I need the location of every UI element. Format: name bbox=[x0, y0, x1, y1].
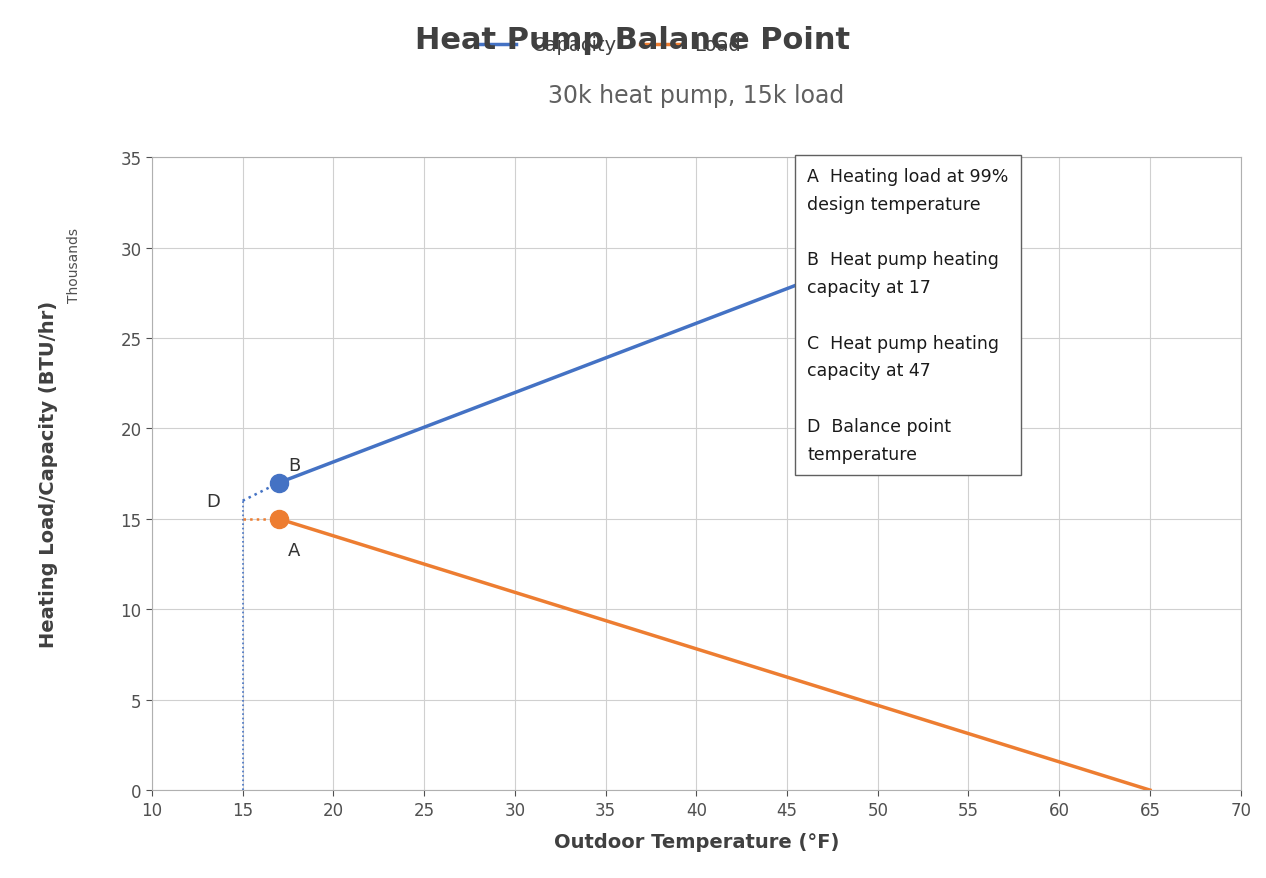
Text: Thousands: Thousands bbox=[67, 228, 81, 303]
Legend: Capacity, Load: Capacity, Load bbox=[470, 29, 749, 63]
Y-axis label: Heating Load/Capacity (BTU/hr): Heating Load/Capacity (BTU/hr) bbox=[39, 301, 58, 647]
Text: B: B bbox=[287, 457, 300, 474]
Text: A: A bbox=[287, 542, 300, 559]
Title: 30k heat pump, 15k load: 30k heat pump, 15k load bbox=[548, 83, 844, 107]
X-axis label: Outdoor Temperature (°F): Outdoor Temperature (°F) bbox=[553, 832, 839, 852]
Text: C: C bbox=[838, 289, 851, 306]
Text: Heat Pump Balance Point: Heat Pump Balance Point bbox=[415, 26, 851, 55]
Text: A  Heating load at 99%
design temperature

B  Heat pump heating
capacity at 17

: A Heating load at 99% design temperature… bbox=[808, 168, 1009, 464]
Text: D: D bbox=[206, 493, 220, 510]
